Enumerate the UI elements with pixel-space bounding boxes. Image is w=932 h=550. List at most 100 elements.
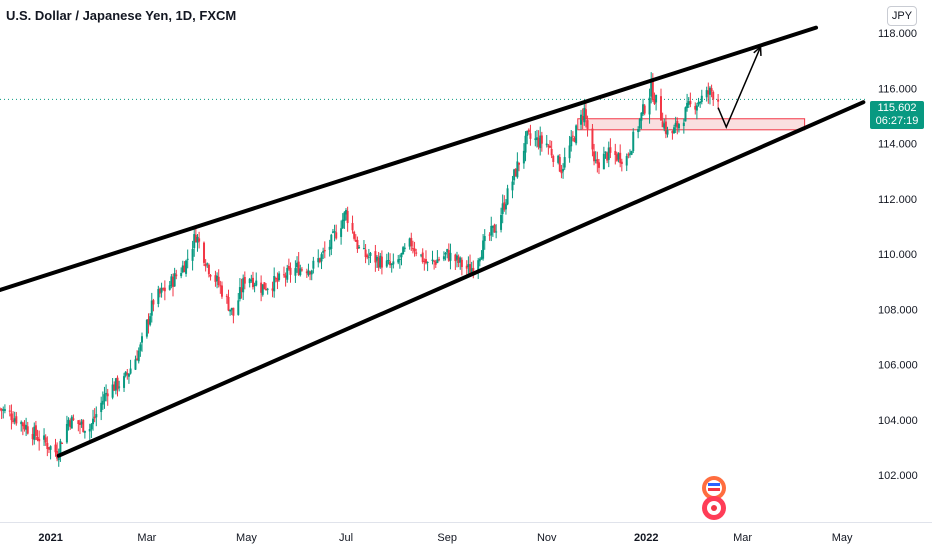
currency-button[interactable]: JPY — [887, 6, 917, 26]
candle-body — [529, 133, 532, 139]
candle-body — [237, 300, 240, 315]
candle-body — [606, 152, 609, 161]
candle-body — [322, 251, 325, 253]
candle-body — [684, 107, 687, 122]
candle-body — [666, 130, 669, 135]
candle-body — [299, 268, 302, 276]
candle-body — [431, 259, 434, 262]
candle-body — [687, 101, 690, 105]
candle-body — [583, 107, 586, 123]
candle-body — [526, 130, 529, 136]
candle-body — [356, 239, 359, 250]
candle-body — [495, 231, 498, 233]
candle-body — [333, 231, 336, 233]
candle-body — [266, 288, 269, 290]
candle-body — [503, 202, 506, 210]
candle-body — [149, 316, 152, 325]
candle-body — [478, 258, 481, 262]
tradingview-logo-icon[interactable] — [700, 474, 728, 522]
candle-body — [274, 278, 277, 280]
candle-body — [449, 252, 452, 261]
candle-body — [501, 203, 504, 214]
candle-body — [705, 90, 708, 98]
candle-body — [15, 416, 18, 424]
candle-body — [387, 260, 390, 262]
candle-body — [230, 307, 233, 311]
candle-body — [106, 393, 109, 397]
candle-body — [550, 149, 553, 156]
candle-body — [637, 129, 640, 133]
candle-body — [204, 263, 207, 267]
candle-body — [88, 429, 91, 432]
candle-body — [185, 260, 188, 274]
candle-body — [493, 224, 496, 233]
candle-body — [300, 269, 303, 271]
candle-body — [34, 425, 37, 436]
candle-body — [410, 237, 413, 247]
x-tick-label: Sep — [437, 532, 457, 544]
candle-body — [198, 238, 201, 242]
candle-body — [70, 416, 73, 429]
candle-body — [43, 435, 46, 440]
candle-body — [193, 234, 196, 248]
candle-body — [655, 94, 658, 103]
candle-body — [67, 419, 70, 426]
candle-body — [273, 275, 276, 292]
candle-body — [162, 288, 165, 290]
candle-body — [446, 249, 449, 253]
candle-body — [648, 97, 651, 115]
candle-body — [278, 273, 281, 281]
candle-body — [558, 157, 561, 172]
candle-body — [335, 232, 338, 239]
x-tick-label: 2021 — [38, 532, 62, 544]
candle-body — [191, 249, 194, 261]
candle-body — [90, 424, 93, 430]
candle-body — [0, 408, 3, 411]
candle-body — [447, 250, 450, 261]
candle-body — [312, 260, 315, 269]
candle-body — [527, 129, 530, 133]
candle-body — [573, 138, 576, 142]
candle-body — [240, 287, 243, 292]
candle-body — [524, 135, 527, 153]
y-tick-label: 110.000 — [878, 249, 917, 261]
candle-body — [615, 154, 618, 161]
candle-body — [557, 155, 560, 163]
candle-body — [118, 386, 121, 388]
candle-body — [514, 169, 517, 177]
candle-body — [13, 418, 16, 422]
candle-body — [307, 270, 310, 275]
candle-body — [570, 136, 573, 147]
candle-body — [403, 247, 406, 250]
candle-body — [82, 420, 85, 432]
candle-body — [671, 130, 674, 134]
x-tick-label: Jul — [339, 532, 353, 544]
candle-body — [438, 259, 441, 261]
x-tick-label: May — [236, 532, 257, 544]
candle-body — [397, 259, 400, 263]
candle-body — [46, 442, 49, 449]
candle-body — [253, 285, 256, 287]
candle-body — [627, 154, 630, 156]
candle-body — [482, 240, 485, 259]
candle-body — [420, 254, 423, 256]
y-tick-label: 116.000 — [878, 83, 917, 95]
candle-body — [163, 287, 166, 292]
candle-body — [584, 109, 587, 119]
candle-body — [248, 278, 251, 284]
candle-body — [562, 168, 565, 172]
candle-body — [661, 121, 664, 128]
candle-body — [150, 300, 153, 316]
candle-body — [207, 264, 210, 275]
candle-body — [305, 271, 308, 274]
candle-body — [331, 231, 334, 233]
candle-body — [511, 181, 514, 191]
candle-body — [459, 257, 462, 263]
candle-body — [318, 258, 321, 263]
candle-body — [265, 288, 268, 290]
projection-arrowhead — [753, 45, 762, 56]
candle-body — [400, 253, 403, 258]
candle-body — [488, 234, 491, 236]
candle-body — [124, 371, 127, 376]
